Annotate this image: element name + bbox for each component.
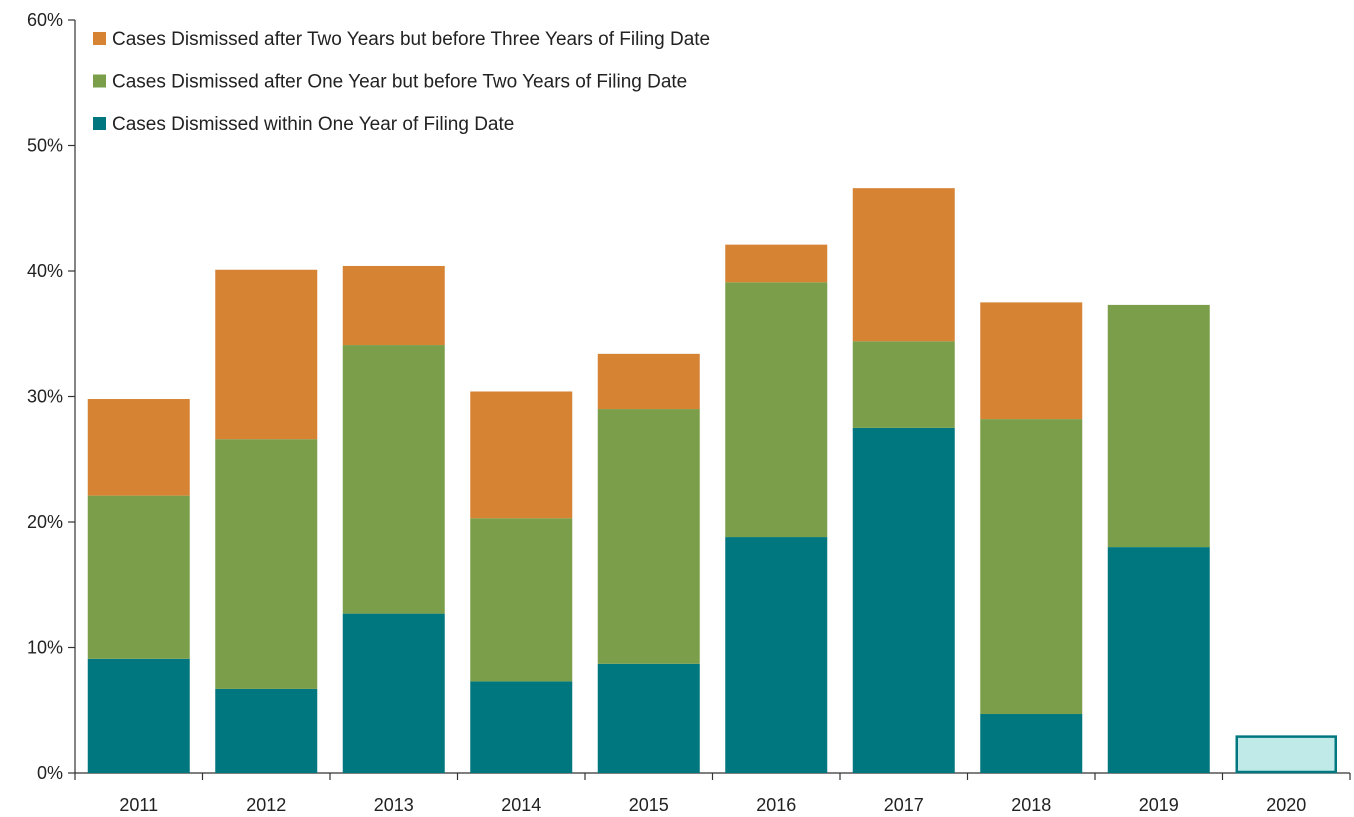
bar-2014-series-0 — [470, 681, 573, 773]
bar-2015-series-1 — [597, 409, 700, 664]
bar-2016-series-0 — [725, 537, 828, 773]
bar-2018-series-1 — [980, 419, 1083, 715]
y-tick-label: 10% — [27, 638, 63, 658]
bar-2016-series-1 — [725, 282, 828, 538]
y-axis: 0% 10% 20% 30% 40% 50% 60% — [27, 10, 76, 783]
legend: Cases Dismissed after Two Years but befo… — [93, 29, 710, 135]
bar-2014-series-2 — [470, 391, 573, 519]
bar-2019-series-0 — [1107, 547, 1210, 773]
bar-2013-series-2 — [342, 265, 445, 346]
x-tick-label: 2012 — [246, 795, 286, 815]
x-tick-label: 2016 — [756, 795, 796, 815]
bar-2011-series-2 — [87, 399, 190, 496]
legend-swatch — [93, 74, 106, 88]
bar-2011-series-1 — [87, 495, 190, 659]
bar-2012-series-0 — [215, 688, 318, 773]
x-tick-label: 2019 — [1139, 795, 1179, 815]
bar-2020-partial — [1235, 735, 1337, 774]
y-tick-label: 30% — [27, 387, 63, 407]
y-tick-label: 50% — [27, 136, 63, 156]
bar-2011-series-0 — [87, 658, 190, 773]
legend-label: Cases Dismissed after Two Years but befo… — [112, 29, 710, 50]
bar-2017-series-2 — [852, 188, 955, 342]
x-tick-label: 2011 — [119, 795, 158, 815]
x-tick-label: 2013 — [374, 795, 414, 815]
bar-2012-series-1 — [215, 439, 318, 689]
bars — [87, 188, 1337, 774]
x-tick-label: 2014 — [501, 795, 541, 815]
bar-2015-series-2 — [597, 353, 700, 410]
y-tick-label: 40% — [27, 261, 63, 281]
bar-2012-series-2 — [215, 269, 318, 440]
bar-2014-series-1 — [470, 518, 573, 682]
x-tick-label: 2017 — [884, 795, 924, 815]
legend-label: Cases Dismissed after One Year but befor… — [112, 72, 687, 93]
bar-2013-series-1 — [342, 345, 445, 614]
y-tick-label: 20% — [27, 512, 63, 532]
bar-2013-series-0 — [342, 613, 445, 773]
legend-swatch — [93, 117, 106, 130]
x-tick-label: 2018 — [1011, 795, 1051, 815]
bar-2017-series-0 — [852, 427, 955, 773]
x-axis: 2011 2012 2013 2014 2015 2016 2017 2018 2019 2020 — [74, 772, 1351, 815]
bar-2019-series-1 — [1107, 304, 1210, 548]
bar-2018-series-0 — [980, 714, 1083, 773]
x-tick-label: 2015 — [629, 795, 669, 815]
bar-2018-series-2 — [980, 302, 1083, 420]
legend-swatch — [93, 32, 106, 45]
bar-2015-series-0 — [597, 663, 700, 773]
bar-2016-series-2 — [725, 244, 828, 283]
y-tick-label: 0% — [37, 763, 63, 783]
bar-2017-series-1 — [852, 341, 955, 428]
y-tick-label: 60% — [27, 10, 63, 30]
x-tick-label: 2020 — [1266, 795, 1306, 815]
legend-label: Cases Dismissed within One Year of Filin… — [112, 114, 514, 135]
